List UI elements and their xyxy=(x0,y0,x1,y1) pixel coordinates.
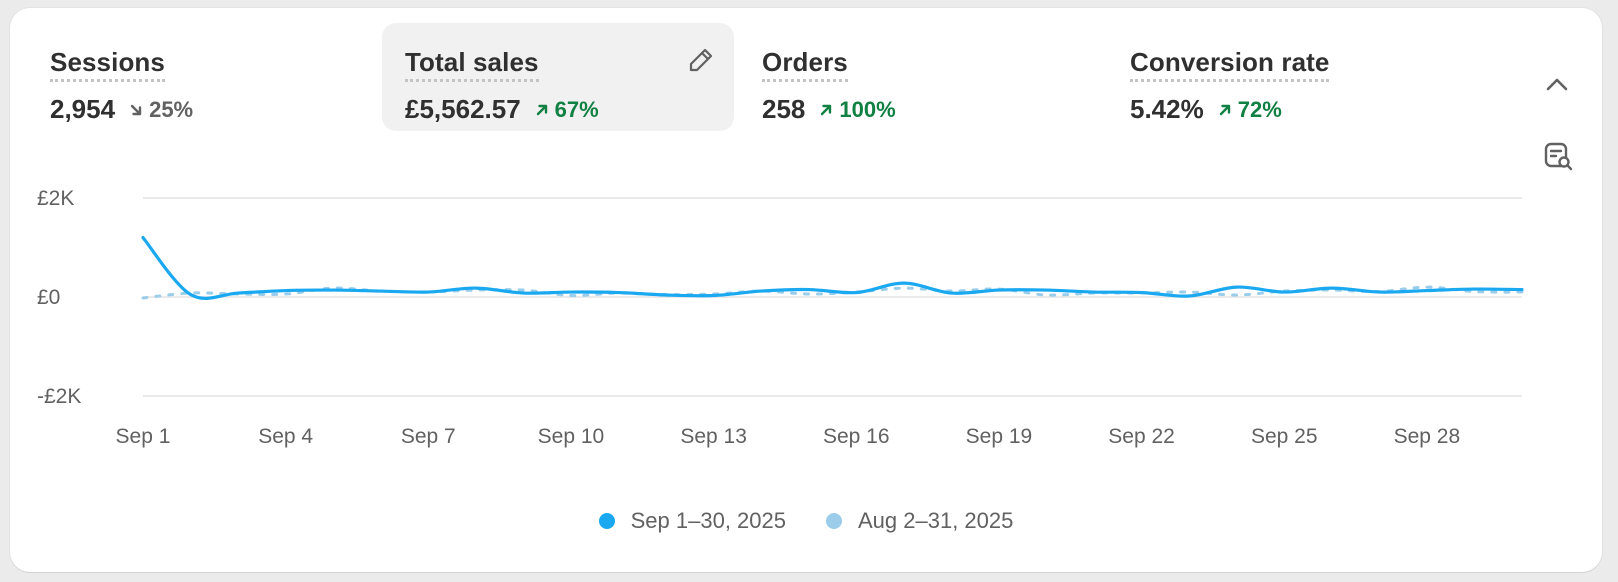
legend-dot-previous xyxy=(826,513,842,529)
series-line-current xyxy=(141,236,1524,300)
metric-value: 2,954 xyxy=(50,94,116,124)
x-tick-label: Sep 13 xyxy=(680,425,747,448)
metric-delta: 100% xyxy=(819,96,896,123)
metric-delta-value: 67% xyxy=(554,96,599,122)
metric-orders[interactable]: Orders 258 100% xyxy=(740,23,1102,131)
x-tick-label: Sep 4 xyxy=(258,425,313,448)
metric-value: 5.42% xyxy=(1130,94,1204,124)
x-tick-label: Sep 10 xyxy=(538,425,605,448)
chevron-up-icon[interactable] xyxy=(1542,70,1572,100)
x-tick-label: Sep 16 xyxy=(823,425,890,448)
metric-sessions[interactable]: Sessions 2,954 25% xyxy=(10,23,372,131)
metric-value: 258 xyxy=(762,94,806,124)
metric-label: Conversion rate xyxy=(1130,47,1330,82)
metric-delta-value: 25% xyxy=(149,96,194,122)
metric-value: £5,562.57 xyxy=(405,94,521,124)
legend-label-current: Sep 1–30, 2025 xyxy=(630,508,786,533)
metric-total-sales[interactable]: Total sales £5,562.57 67% xyxy=(382,23,734,131)
y-tick-label: -£2K xyxy=(37,385,81,408)
y-tick-label: £0 xyxy=(37,286,60,309)
x-tick-label: Sep 1 xyxy=(116,425,171,448)
legend-dot-current xyxy=(598,513,615,529)
metric-delta: 25% xyxy=(129,97,193,123)
sales-line-chart: £2K £0 -£2K Sep 1 Sep 4 Sep 7 Sep 10 Sep 13 Sep … xyxy=(37,187,1524,448)
x-tick-label: Sep 19 xyxy=(966,425,1033,448)
y-tick-label: £2K xyxy=(37,187,74,210)
metric-label: Total sales xyxy=(405,47,539,82)
metric-delta-value: 100% xyxy=(839,96,896,122)
x-tick-label: Sep 7 xyxy=(401,425,456,448)
x-tick-label: Sep 28 xyxy=(1394,425,1461,448)
metric-delta: 67% xyxy=(535,97,599,123)
arrow-up-right-icon xyxy=(821,104,832,115)
x-tick-label: Sep 25 xyxy=(1251,425,1318,448)
metric-label: Sessions xyxy=(50,47,165,82)
arrow-down-right-icon xyxy=(130,104,142,115)
analyze-chart-icon[interactable] xyxy=(1542,140,1574,172)
pencil-icon[interactable] xyxy=(686,45,716,75)
x-tick-label: Sep 22 xyxy=(1108,425,1175,448)
arrow-up-right-icon xyxy=(1219,104,1230,115)
legend-item-current[interactable]: Sep 1–30, 2025 xyxy=(598,508,786,534)
metric-conversion-rate[interactable]: Conversion rate 5.42% 72% xyxy=(1108,23,1470,131)
chart-legend: Sep 1–30, 2025 Aug 2–31, 2025 xyxy=(10,508,1602,534)
metric-label: Orders xyxy=(762,47,848,82)
analytics-card: Sessions 2,954 25% Total sales £5,562.57… xyxy=(10,8,1602,572)
arrow-up-right-icon xyxy=(536,104,547,115)
legend-item-previous[interactable]: Aug 2–31, 2025 xyxy=(826,508,1013,534)
legend-label-previous: Aug 2–31, 2025 xyxy=(858,508,1014,533)
metric-delta-value: 72% xyxy=(1237,96,1282,122)
metric-delta: 72% xyxy=(1218,97,1282,123)
